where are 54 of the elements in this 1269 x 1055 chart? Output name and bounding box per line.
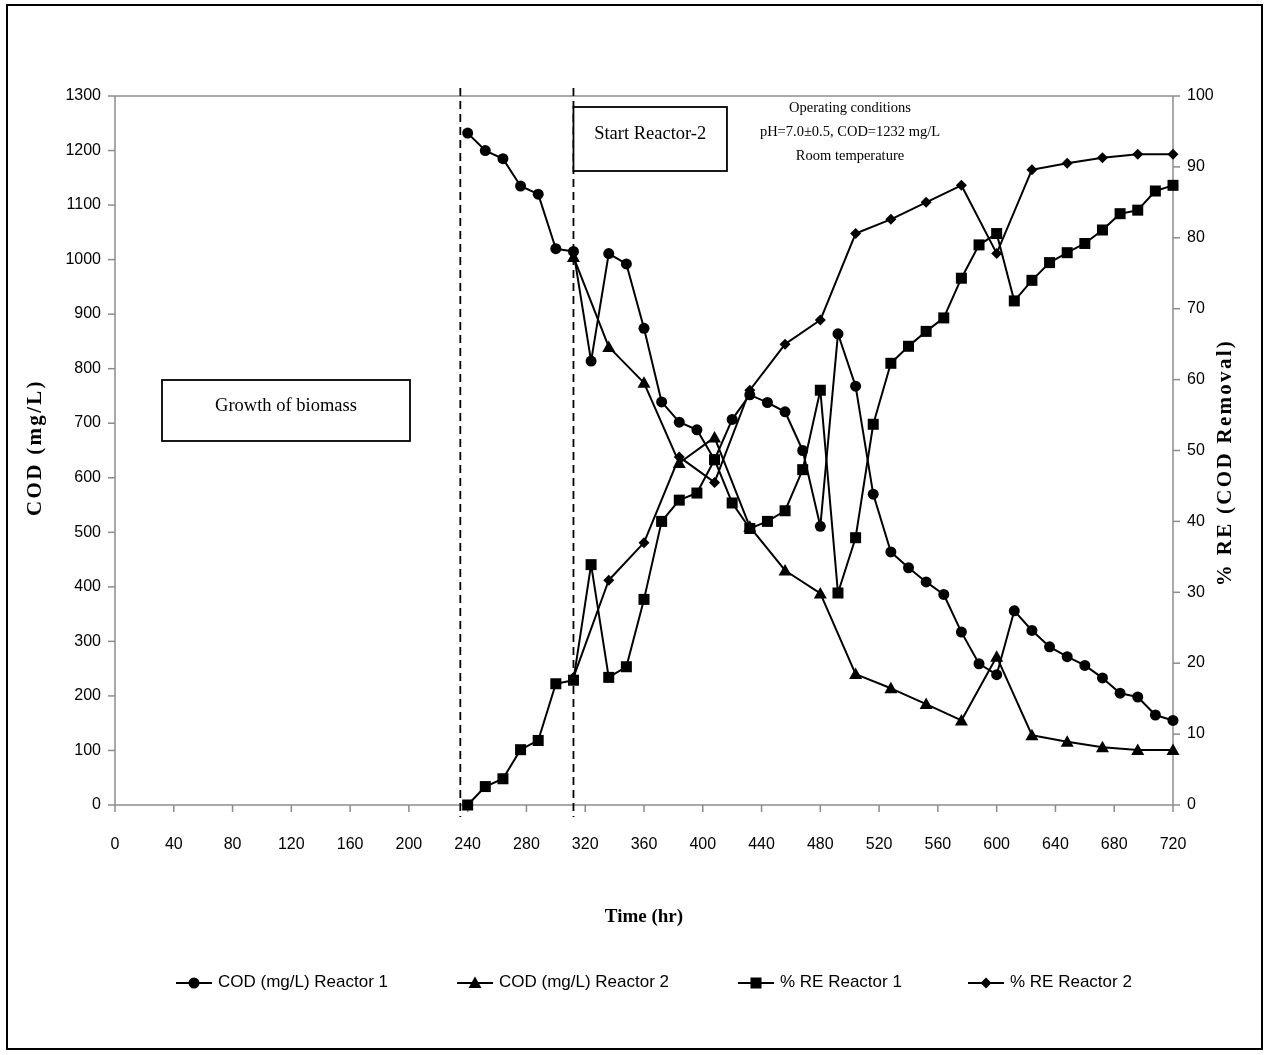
y-tick-label: 700 <box>74 413 102 431</box>
x-tick-label: 160 <box>336 835 364 853</box>
legend-label: % RE Reactor 2 <box>1010 972 1132 992</box>
y-tick-label: 800 <box>74 358 102 376</box>
y-tick-label: 600 <box>74 467 102 485</box>
y2-axis-title: % RE (COD Removal) <box>1211 338 1236 587</box>
x-tick-label: 120 <box>277 835 305 853</box>
annotation: Growth of biomass <box>215 395 357 416</box>
ref-line-label: Start Reactor-2 <box>594 123 707 144</box>
y2-tick-label: 60 <box>1187 369 1205 387</box>
x-tick-label: 360 <box>630 835 658 853</box>
y2-tick-label: 10 <box>1187 724 1205 742</box>
x-tick-label: 280 <box>513 835 540 853</box>
y-tick-label: 500 <box>74 522 102 540</box>
y-axis-title: COD (mg/L) <box>21 379 46 516</box>
x-tick-label: 80 <box>223 835 242 853</box>
x-tick-label: 640 <box>1042 835 1069 853</box>
y-tick-label: 1300 <box>65 86 102 104</box>
y2-tick-label: 40 <box>1187 511 1205 529</box>
legend-label: COD (mg/L) Reactor 2 <box>499 972 670 992</box>
y-tick-label: 900 <box>74 304 102 322</box>
y2-tick-label: 30 <box>1187 582 1205 600</box>
y-tick-label: 300 <box>74 631 102 649</box>
x-tick-label: 720 <box>1159 835 1187 853</box>
x-tick-label: 0 <box>110 835 120 853</box>
y-tick-label: 0 <box>92 795 102 813</box>
y-tick-label: 1100 <box>66 195 102 213</box>
x-tick-label: 440 <box>748 835 775 853</box>
y2-tick-label: 50 <box>1187 440 1205 458</box>
y2-tick-label: 90 <box>1187 157 1205 175</box>
legend-label: COD (mg/L) Reactor 1 <box>218 972 389 992</box>
x-tick-label: 520 <box>865 835 893 853</box>
legend-label: % RE Reactor 1 <box>780 972 902 992</box>
y-tick-label: 200 <box>74 686 102 704</box>
y2-tick-label: 100 <box>1187 86 1214 104</box>
y-tick-label: 400 <box>74 577 102 595</box>
x-tick-label: 400 <box>689 835 717 853</box>
x-axis-title: Time (hr) <box>604 905 684 928</box>
x-tick-label: 600 <box>983 835 1011 853</box>
y-tick-label: 100 <box>74 740 102 758</box>
y2-tick-label: 0 <box>1187 795 1196 813</box>
y-tick-label: 1000 <box>65 249 102 267</box>
x-tick-label: 320 <box>571 835 599 853</box>
y-tick-label: 1200 <box>65 140 102 158</box>
y2-tick-label: 70 <box>1187 298 1205 316</box>
x-tick-label: 680 <box>1100 835 1128 853</box>
annotation: Operating conditions pH=7.0±0.5, COD=1232 mg/L Room temperature <box>759 99 941 164</box>
x-tick-label: 200 <box>395 835 423 853</box>
x-tick-label: 480 <box>806 835 834 853</box>
x-tick-label: 40 <box>164 835 183 853</box>
x-tick-label: 240 <box>454 835 482 853</box>
x-tick-label: 560 <box>924 835 952 853</box>
y2-tick-label: 80 <box>1187 228 1205 246</box>
y2-tick-label: 20 <box>1187 653 1205 671</box>
